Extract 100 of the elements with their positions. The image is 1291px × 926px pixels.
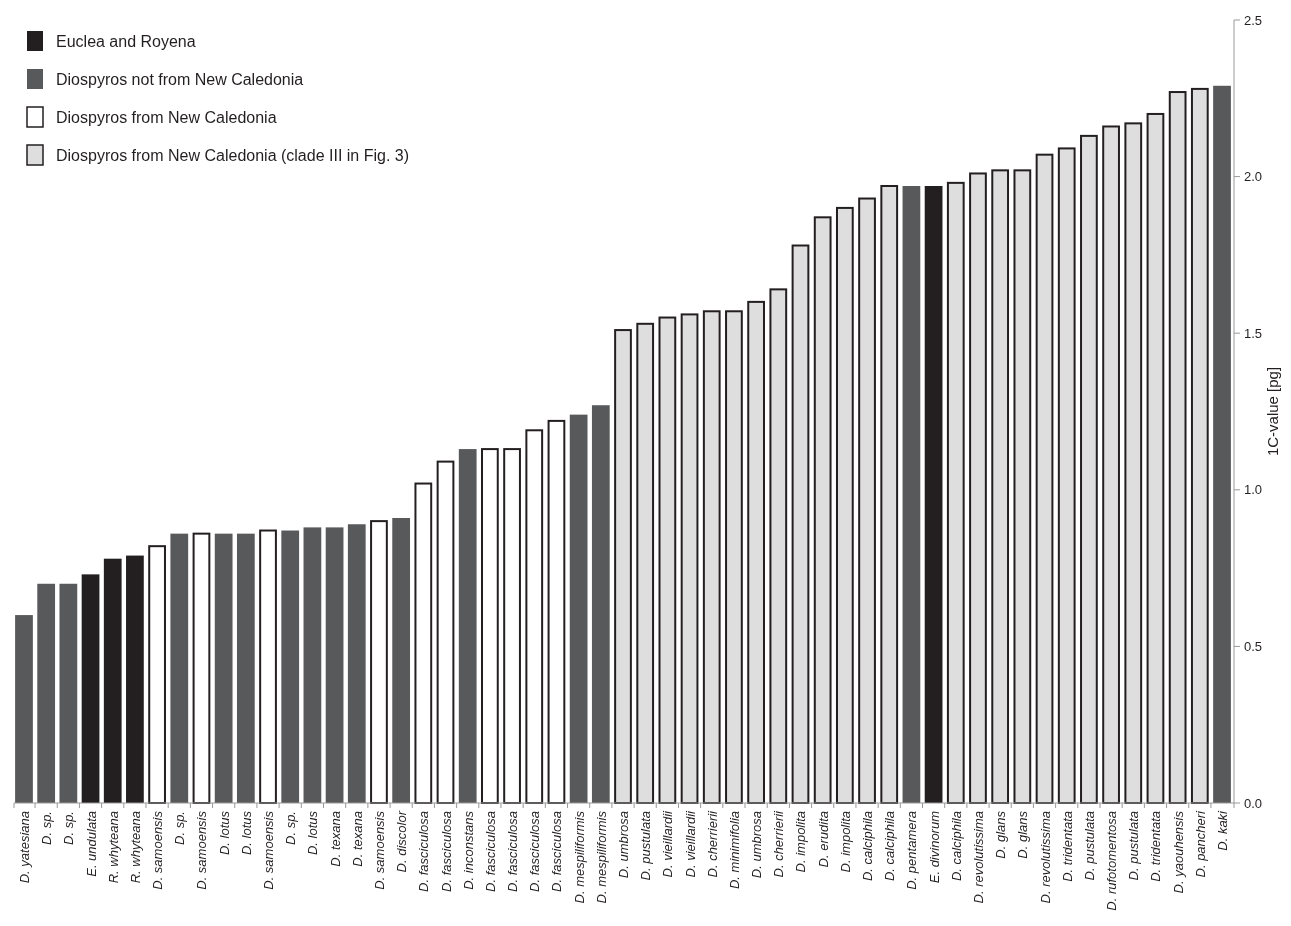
x-tick-label: D. pentamera: [904, 811, 920, 890]
x-tick-label: E. undulata: [83, 811, 99, 877]
x-tick-label: D. calciphila: [860, 811, 876, 882]
y-tick-label: 1.0: [1244, 482, 1263, 498]
x-tick-label: D. vieillardii: [660, 809, 676, 878]
x-tick-label: D. tridentata: [1059, 811, 1075, 882]
legend-label: Diospyros from New Caledonia: [56, 108, 277, 126]
y-tick-label: 0.0: [1244, 795, 1263, 811]
bar: [325, 527, 344, 803]
x-tick-label: E. divinorum: [926, 810, 942, 884]
bar: [658, 316, 677, 804]
bar: [880, 185, 899, 804]
x-tick-label: D. erudita: [815, 811, 831, 868]
x-tick-label: D. lotus: [238, 810, 254, 856]
x-tick-label: D. glans: [993, 810, 1009, 859]
x-tick-label: D. vieillardii: [682, 809, 698, 878]
bar: [214, 533, 233, 803]
x-tick-label: D. calciphila: [882, 811, 898, 882]
bar: [126, 555, 144, 803]
bar: [259, 529, 277, 804]
bar: [725, 310, 743, 804]
bar: [1057, 147, 1076, 804]
x-tick-label: D. cherrierii: [771, 809, 787, 878]
bar: [791, 244, 810, 804]
bar: [192, 532, 211, 804]
bar: [835, 206, 854, 804]
bar: [37, 583, 56, 803]
bar: [303, 527, 322, 803]
bar: [1102, 125, 1120, 804]
x-tick-label: D. samoensis: [194, 810, 210, 890]
x-tick-label: D. sp.: [172, 811, 188, 845]
bar: [1035, 153, 1054, 804]
bar: [1190, 87, 1209, 804]
bar: [1213, 85, 1231, 803]
y-tick-label: 2.5: [1244, 12, 1263, 28]
x-tick-label: D. pancheri: [1192, 809, 1208, 878]
bar: [347, 524, 366, 803]
x-tick-label: D. umbrosa: [616, 811, 631, 879]
bar: [370, 520, 388, 804]
x-tick-label: D. mespiliformis: [571, 810, 587, 904]
bar: [103, 558, 122, 803]
x-tick-label: D. pustulata: [1126, 811, 1142, 881]
bar: [1124, 122, 1143, 804]
y-tick-label: 0.5: [1244, 638, 1263, 654]
x-tick-label: D. rufotomentosa: [1104, 811, 1120, 911]
x-tick-label: D. fasciculosa: [482, 811, 498, 892]
x-tick-label: D. glans: [1015, 810, 1031, 859]
bar: [1146, 112, 1165, 804]
y-tick-label: 2.0: [1244, 169, 1263, 185]
x-tick-label: R. whyteana: [105, 811, 121, 884]
bar: [991, 169, 1010, 804]
x-tick-label: D. discolor: [394, 810, 410, 873]
bar: [436, 460, 455, 804]
x-tick-label: D. yatesiana: [16, 811, 32, 884]
x-tick-label: D. calciphila: [948, 811, 964, 882]
x-tick-label: D. fasciculosa: [527, 811, 543, 892]
x-tick-label: D. texana: [327, 811, 343, 867]
bar: [769, 288, 788, 804]
x-tick-label: D. umbrosa: [749, 811, 765, 879]
x-tick-label: D. revolutissima: [1037, 811, 1053, 904]
bar: [15, 615, 33, 803]
bar: [902, 186, 921, 803]
bar: [59, 583, 78, 803]
x-tick-label: D. pustulata: [638, 811, 654, 881]
x-tick-label: D. samoensis: [150, 810, 166, 890]
x-tick-label: D. revolutissima: [970, 811, 986, 904]
y-tick-label: 1.5: [1244, 325, 1263, 341]
bar: [458, 449, 477, 803]
bar: [924, 186, 943, 803]
bar: [547, 419, 566, 804]
bar: [170, 533, 189, 803]
bar: [481, 448, 499, 804]
y-axis-title: 1C-value [pg]: [1264, 366, 1281, 457]
x-tick-label: D. samoensis: [371, 810, 387, 890]
x-tick-label: D. inconstans: [460, 810, 476, 890]
x-tick-label: D. impolita: [793, 811, 809, 873]
x-tick-label: D. texana: [349, 811, 365, 867]
bar: [946, 181, 965, 804]
legend-label: Diospyros not from New Caledonia: [56, 70, 304, 88]
bar: [614, 329, 632, 804]
bar: [591, 405, 610, 803]
bar: [747, 300, 765, 804]
x-tick-label: D. fasciculosa: [438, 811, 454, 892]
x-tick-label: D. sp.: [283, 811, 299, 845]
bar: [392, 517, 411, 803]
bar: [858, 197, 876, 804]
x-tick-label: D. tridentata: [1148, 811, 1164, 882]
bar: [702, 310, 721, 804]
x-tick-label: D. samoensis: [261, 810, 277, 890]
x-tick-label: D. lotus: [305, 810, 321, 856]
x-tick-label: R. whyteana: [127, 811, 143, 884]
bar: [81, 574, 100, 803]
bar: [281, 530, 300, 803]
bar: [636, 322, 655, 804]
x-tick-label: D. fasciculosa: [416, 811, 432, 892]
bar: [1080, 134, 1098, 804]
legend-label: Euclea and Royena: [56, 32, 196, 50]
x-tick-label: D. yaouhensis: [1170, 810, 1186, 894]
bar: [680, 313, 699, 804]
bar: [414, 482, 433, 804]
